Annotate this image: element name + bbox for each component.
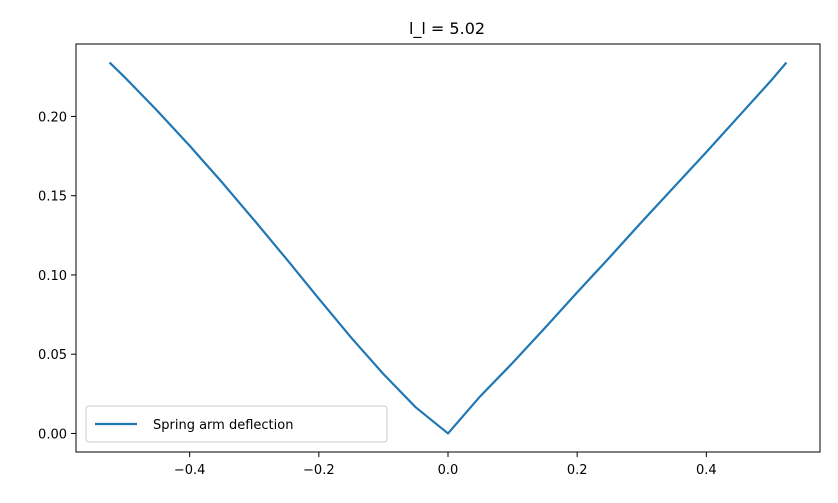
y-tick-label: 0.05: [38, 348, 67, 363]
y-tick-label: 0.10: [38, 269, 67, 284]
legend-label: Spring arm deflection: [153, 418, 293, 433]
x-tick-label: −0.2: [303, 463, 335, 478]
y-tick-label: 0.00: [38, 427, 67, 442]
axes-frame: [75, 43, 821, 453]
x-tick-label: 0.0: [438, 463, 459, 478]
chart-title: l_l = 5.02: [409, 19, 485, 39]
x-tick-label: −0.4: [174, 463, 206, 478]
axes: −0.4 −0.2 0.0 0.2 0.4 0.00 0.05 0.10 0.15 0.20: [38, 43, 821, 478]
x-tick-label: 0.2: [567, 463, 588, 478]
x-tick-label: 0.4: [696, 463, 717, 478]
legend-box: [85, 405, 388, 443]
series-line-0: [108, 61, 788, 435]
y-tick-label: 0.20: [38, 110, 67, 125]
legend: Spring arm deflection: [85, 405, 388, 443]
y-tick-label: 0.15: [38, 190, 67, 205]
plot-area: [108, 61, 788, 435]
